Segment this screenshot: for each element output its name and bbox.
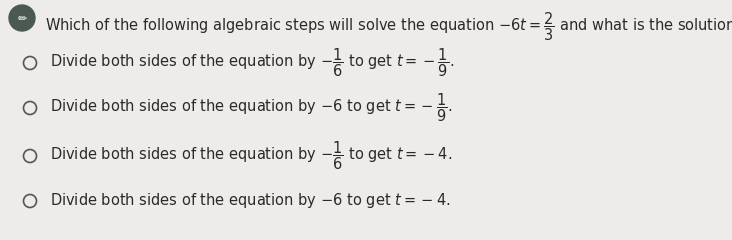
Circle shape	[9, 5, 35, 31]
Text: ✏: ✏	[18, 14, 26, 24]
Text: Which of the following algebraic steps will solve the equation $-6t = \dfrac{2}{: Which of the following algebraic steps w…	[45, 10, 732, 42]
Text: Divide both sides of the equation by $-\dfrac{1}{6}$ to get $t = -4$.: Divide both sides of the equation by $-\…	[50, 140, 452, 172]
Text: Divide both sides of the equation by $-6$ to get $t = -\dfrac{1}{9}$.: Divide both sides of the equation by $-6…	[50, 92, 452, 124]
Text: Divide both sides of the equation by $-\dfrac{1}{6}$ to get $t = -\dfrac{1}{9}$.: Divide both sides of the equation by $-\…	[50, 47, 454, 79]
Text: Divide both sides of the equation by $-6$ to get $t = -4$.: Divide both sides of the equation by $-6…	[50, 192, 450, 210]
